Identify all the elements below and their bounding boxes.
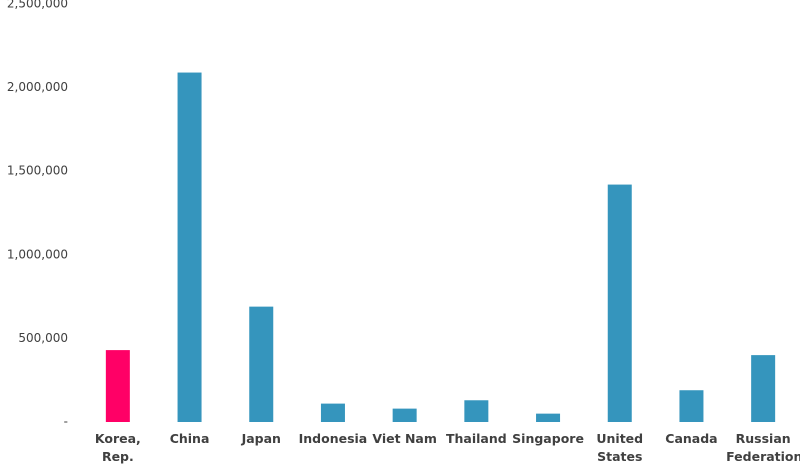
x-tick-label: China (169, 431, 210, 446)
x-tick-label: Thailand (445, 431, 507, 446)
bar (679, 390, 704, 422)
bar (177, 72, 202, 422)
x-tick-label: Japan (241, 431, 281, 446)
x-tick-label: Russian Federation (726, 431, 800, 464)
x-tick-label: Singapore (512, 431, 584, 446)
x-tick-label: Korea, Rep. (94, 431, 141, 464)
y-tick-label: 1,000,000 (7, 247, 68, 261)
x-tick-label: Viet Nam (372, 431, 437, 446)
x-tick-label: United States (596, 431, 644, 464)
y-tick-label: 500,000 (18, 331, 68, 345)
bar (320, 403, 345, 422)
y-tick-label: 2,500,000 (7, 0, 68, 11)
bar (536, 413, 561, 422)
y-tick-label: 1,500,000 (7, 164, 68, 178)
bar (249, 306, 274, 422)
bar (392, 408, 417, 422)
bar (464, 400, 489, 422)
y-tick-label: 2,000,000 (7, 80, 68, 94)
x-tick-label: Canada (665, 431, 718, 446)
bar (751, 355, 776, 422)
x-tick-label: Indonesia (298, 431, 368, 446)
bar (607, 184, 632, 422)
bar (105, 350, 130, 422)
y-tick-label: - (64, 415, 68, 429)
